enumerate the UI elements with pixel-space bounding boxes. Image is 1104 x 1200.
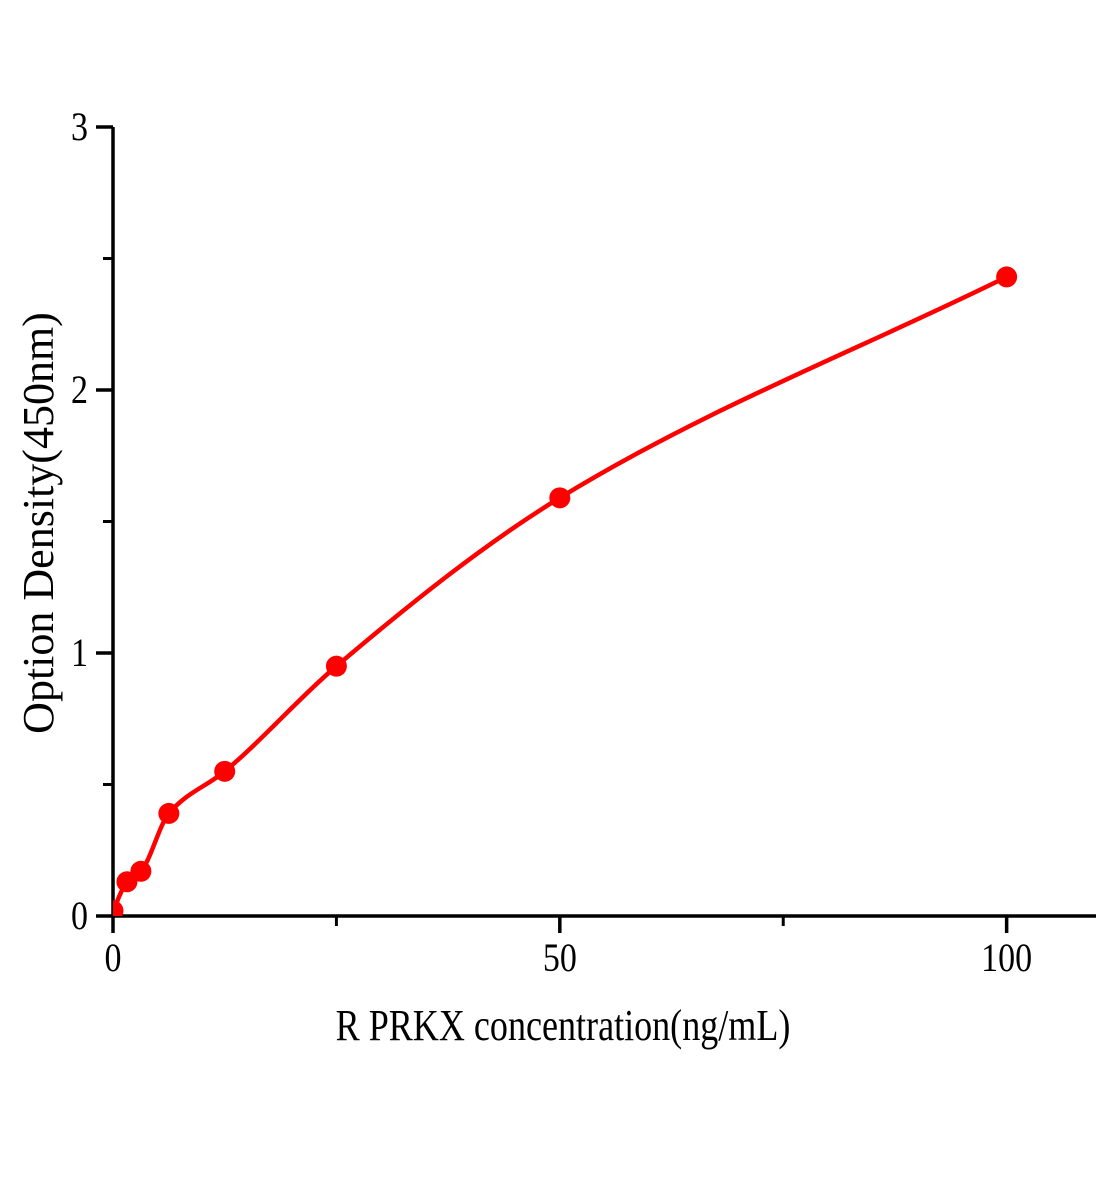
data-point-marker xyxy=(158,802,180,824)
axis-spine xyxy=(111,127,1096,918)
y-tick-label: 2 xyxy=(71,369,88,413)
y-axis-title: Option Density(450nm) xyxy=(14,312,63,734)
y-tick-label: 3 xyxy=(71,106,88,150)
x-tick-label: 0 xyxy=(104,937,121,981)
data-point-marker xyxy=(130,860,152,882)
series-layer xyxy=(113,266,1018,916)
data-point-marker xyxy=(113,900,124,916)
data-point-marker xyxy=(214,760,236,782)
data-point-marker xyxy=(325,655,347,677)
fit-curve-line xyxy=(113,274,1009,913)
y-tick-label: 0 xyxy=(71,895,88,939)
x-tick-label: 100 xyxy=(981,937,1032,981)
axes-layer: 0 50 100 0 1 2 3 xyxy=(71,106,1096,981)
x-tick-label: 50 xyxy=(543,937,577,981)
data-point-marker xyxy=(996,266,1018,288)
x-axis-title: R PRKX concentration(ng/mL) xyxy=(336,1001,791,1050)
data-point-marker xyxy=(549,487,571,509)
y-tick-label: 1 xyxy=(71,632,88,676)
